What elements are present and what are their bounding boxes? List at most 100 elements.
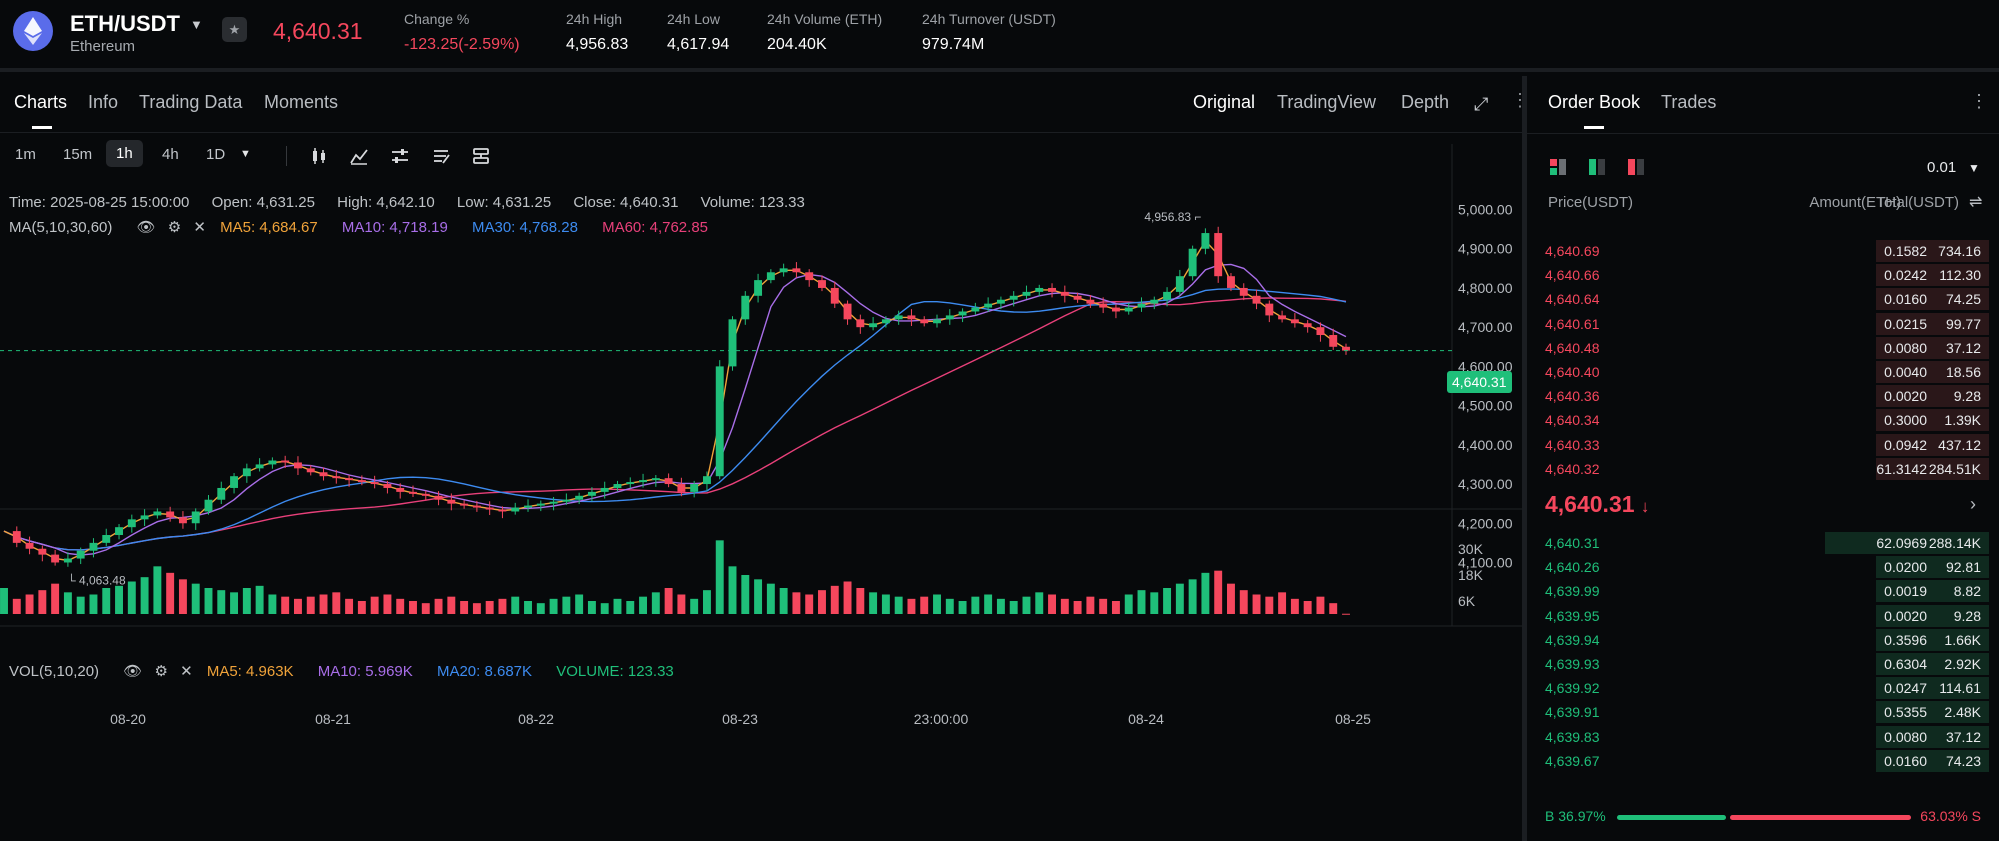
- favorite-star-icon[interactable]: ★: [222, 17, 247, 42]
- tab-info[interactable]: Info: [88, 92, 119, 112]
- ask-row[interactable]: 4,640.48 0.0080 37.12: [1527, 336, 1999, 360]
- bid-row[interactable]: 4,639.94 0.3596 1.66K: [1527, 628, 1999, 652]
- candle-body: [345, 478, 354, 481]
- ask-row[interactable]: 4,640.66 0.0242 112.30: [1527, 263, 1999, 287]
- ask-price: 4,640.64: [1545, 291, 1600, 308]
- current-price-tag: 4,640.31: [1447, 371, 1512, 393]
- ask-row[interactable]: 4,640.33 0.0942 437.12: [1527, 433, 1999, 457]
- bid-row[interactable]: 4,639.67 0.0160 74.23: [1527, 749, 1999, 773]
- close-icon[interactable]: ✕: [193, 219, 206, 236]
- layout-icon[interactable]: [470, 145, 492, 167]
- stat-label: 24h Turnover (USDT): [922, 11, 1056, 27]
- ask-row[interactable]: 4,640.36 0.0020 9.28: [1527, 384, 1999, 408]
- pair-selector[interactable]: ETH/USDT: [70, 11, 180, 36]
- precision-select[interactable]: 0.01: [1927, 159, 1957, 176]
- chevron-down-icon[interactable]: ▼: [1968, 161, 1980, 175]
- volume-bar: [1048, 594, 1057, 614]
- tab-order-book[interactable]: Order Book: [1548, 92, 1641, 112]
- volume-bar: [102, 588, 111, 614]
- volume-bar: [319, 594, 328, 614]
- ask-price: 4,640.32: [1545, 460, 1600, 477]
- ask-row[interactable]: 4,640.34 0.3000 1.39K: [1527, 408, 1999, 432]
- panel-divider[interactable]: [1522, 76, 1527, 841]
- interval-more-chevron-icon[interactable]: ▼: [240, 148, 251, 160]
- bid-amount: 0.0247: [1884, 680, 1927, 697]
- tab-trading-data[interactable]: Trading Data: [139, 92, 243, 112]
- interval-1h[interactable]: 1h: [106, 140, 143, 167]
- candle-body: [613, 484, 622, 488]
- candle-body: [115, 527, 123, 536]
- bid-row[interactable]: 4,639.92 0.0247 114.61: [1527, 676, 1999, 700]
- interval-15m[interactable]: 15m: [63, 146, 93, 163]
- settings-icon[interactable]: ⚙: [167, 219, 182, 236]
- book-bids-only-icon[interactable]: [1587, 157, 1607, 177]
- chevron-right-icon[interactable]: ›: [1970, 494, 1976, 514]
- interval-4h[interactable]: 4h: [162, 146, 179, 163]
- candle-body: [1048, 287, 1057, 292]
- price-axis-tick: 4,700.00: [1458, 319, 1513, 335]
- eye-icon[interactable]: 👁: [123, 663, 143, 680]
- volume-bar: [76, 596, 85, 614]
- candle-body: [1175, 276, 1184, 292]
- candle-body: [178, 517, 187, 524]
- close-icon[interactable]: ✕: [180, 663, 193, 680]
- tab-moments[interactable]: Moments: [264, 92, 339, 112]
- book-asks-only-icon[interactable]: [1626, 157, 1646, 177]
- ask-row[interactable]: 4,640.61 0.0215 99.77: [1527, 312, 1999, 336]
- settings-sliders-icon[interactable]: [389, 145, 411, 167]
- ask-row[interactable]: 4,640.64 0.0160 74.25: [1527, 287, 1999, 311]
- volume-bar: [460, 601, 469, 614]
- volume-bar: [690, 598, 699, 614]
- ask-row[interactable]: 4,640.32 61.3142 284.51K: [1527, 457, 1999, 481]
- ask-amount: 0.3000: [1884, 412, 1927, 429]
- col-header-price: Price(USDT): [1548, 194, 1633, 211]
- bid-row[interactable]: 4,639.95 0.0020 9.28: [1527, 604, 1999, 628]
- candle-body: [869, 323, 878, 328]
- volume-bar: [1201, 572, 1210, 614]
- interval-1m[interactable]: 1m: [15, 146, 36, 163]
- volume-bar: [1124, 594, 1133, 614]
- candle-body: [1188, 248, 1197, 277]
- bid-row[interactable]: 4,640.26 0.0200 92.81: [1527, 555, 1999, 579]
- candle-body: [485, 507, 494, 510]
- bid-row[interactable]: 4,639.93 0.6304 2.92K: [1527, 652, 1999, 676]
- more-options-icon[interactable]: ⋮: [1970, 91, 1988, 111]
- volume-bar: [754, 579, 763, 614]
- ohlc-volume: Volume: 123.33: [700, 194, 805, 211]
- volume-bar: [600, 603, 609, 614]
- candle-body: [715, 366, 724, 477]
- tab-trades[interactable]: Trades: [1661, 92, 1717, 112]
- view-depth[interactable]: Depth: [1401, 92, 1450, 112]
- bid-row[interactable]: 4,639.99 0.0019 8.82: [1527, 579, 1999, 603]
- volume-bar: [613, 598, 622, 614]
- ask-depth-bar: [1876, 336, 1989, 359]
- indicator-icon[interactable]: [348, 145, 370, 167]
- active-tab-indicator: [32, 126, 52, 129]
- ask-row[interactable]: 4,640.69 0.1582 734.16: [1527, 239, 1999, 263]
- expand-icon[interactable]: ⤢: [1474, 94, 1489, 114]
- candle-body: [217, 487, 226, 500]
- book-both-sides-icon[interactable]: [1548, 157, 1568, 177]
- settings-icon[interactable]: ⚙: [154, 663, 168, 680]
- candlestick-chart[interactable]: 5,000.00 4,900.00 4,800.00 4,700.00 4,600.00…: [0, 76, 1522, 841]
- ask-row[interactable]: 4,640.40 0.0040 18.56: [1527, 360, 1999, 384]
- view-original[interactable]: Original: [1193, 92, 1256, 112]
- bid-row[interactable]: 4,639.83 0.0080 37.12: [1527, 725, 1999, 749]
- ask-amount: 0.0040: [1884, 364, 1927, 380]
- bid-row[interactable]: 4,639.91 0.5355 2.48K: [1527, 700, 1999, 724]
- bid-row[interactable]: 4,640.31 62.0969 288.14K: [1527, 531, 1999, 555]
- chevron-down-icon[interactable]: ▼: [190, 17, 203, 32]
- candle-body: [920, 319, 929, 324]
- tab-charts[interactable]: Charts: [14, 92, 68, 112]
- candle-type-icon[interactable]: [308, 145, 330, 167]
- candle-body: [242, 468, 251, 477]
- view-tradingview[interactable]: TradingView: [1277, 92, 1377, 112]
- drawing-tools-icon[interactable]: [430, 145, 452, 167]
- candle-body: [1099, 303, 1108, 308]
- sort-icon[interactable]: ⇌: [1969, 194, 1983, 211]
- eye-icon[interactable]: 👁: [136, 219, 156, 236]
- volume-bar: [1290, 598, 1299, 614]
- price-axis-tick: 4,400.00: [1458, 437, 1513, 453]
- interval-1d[interactable]: 1D: [206, 146, 226, 163]
- ask-depth-bar: [1876, 457, 1989, 480]
